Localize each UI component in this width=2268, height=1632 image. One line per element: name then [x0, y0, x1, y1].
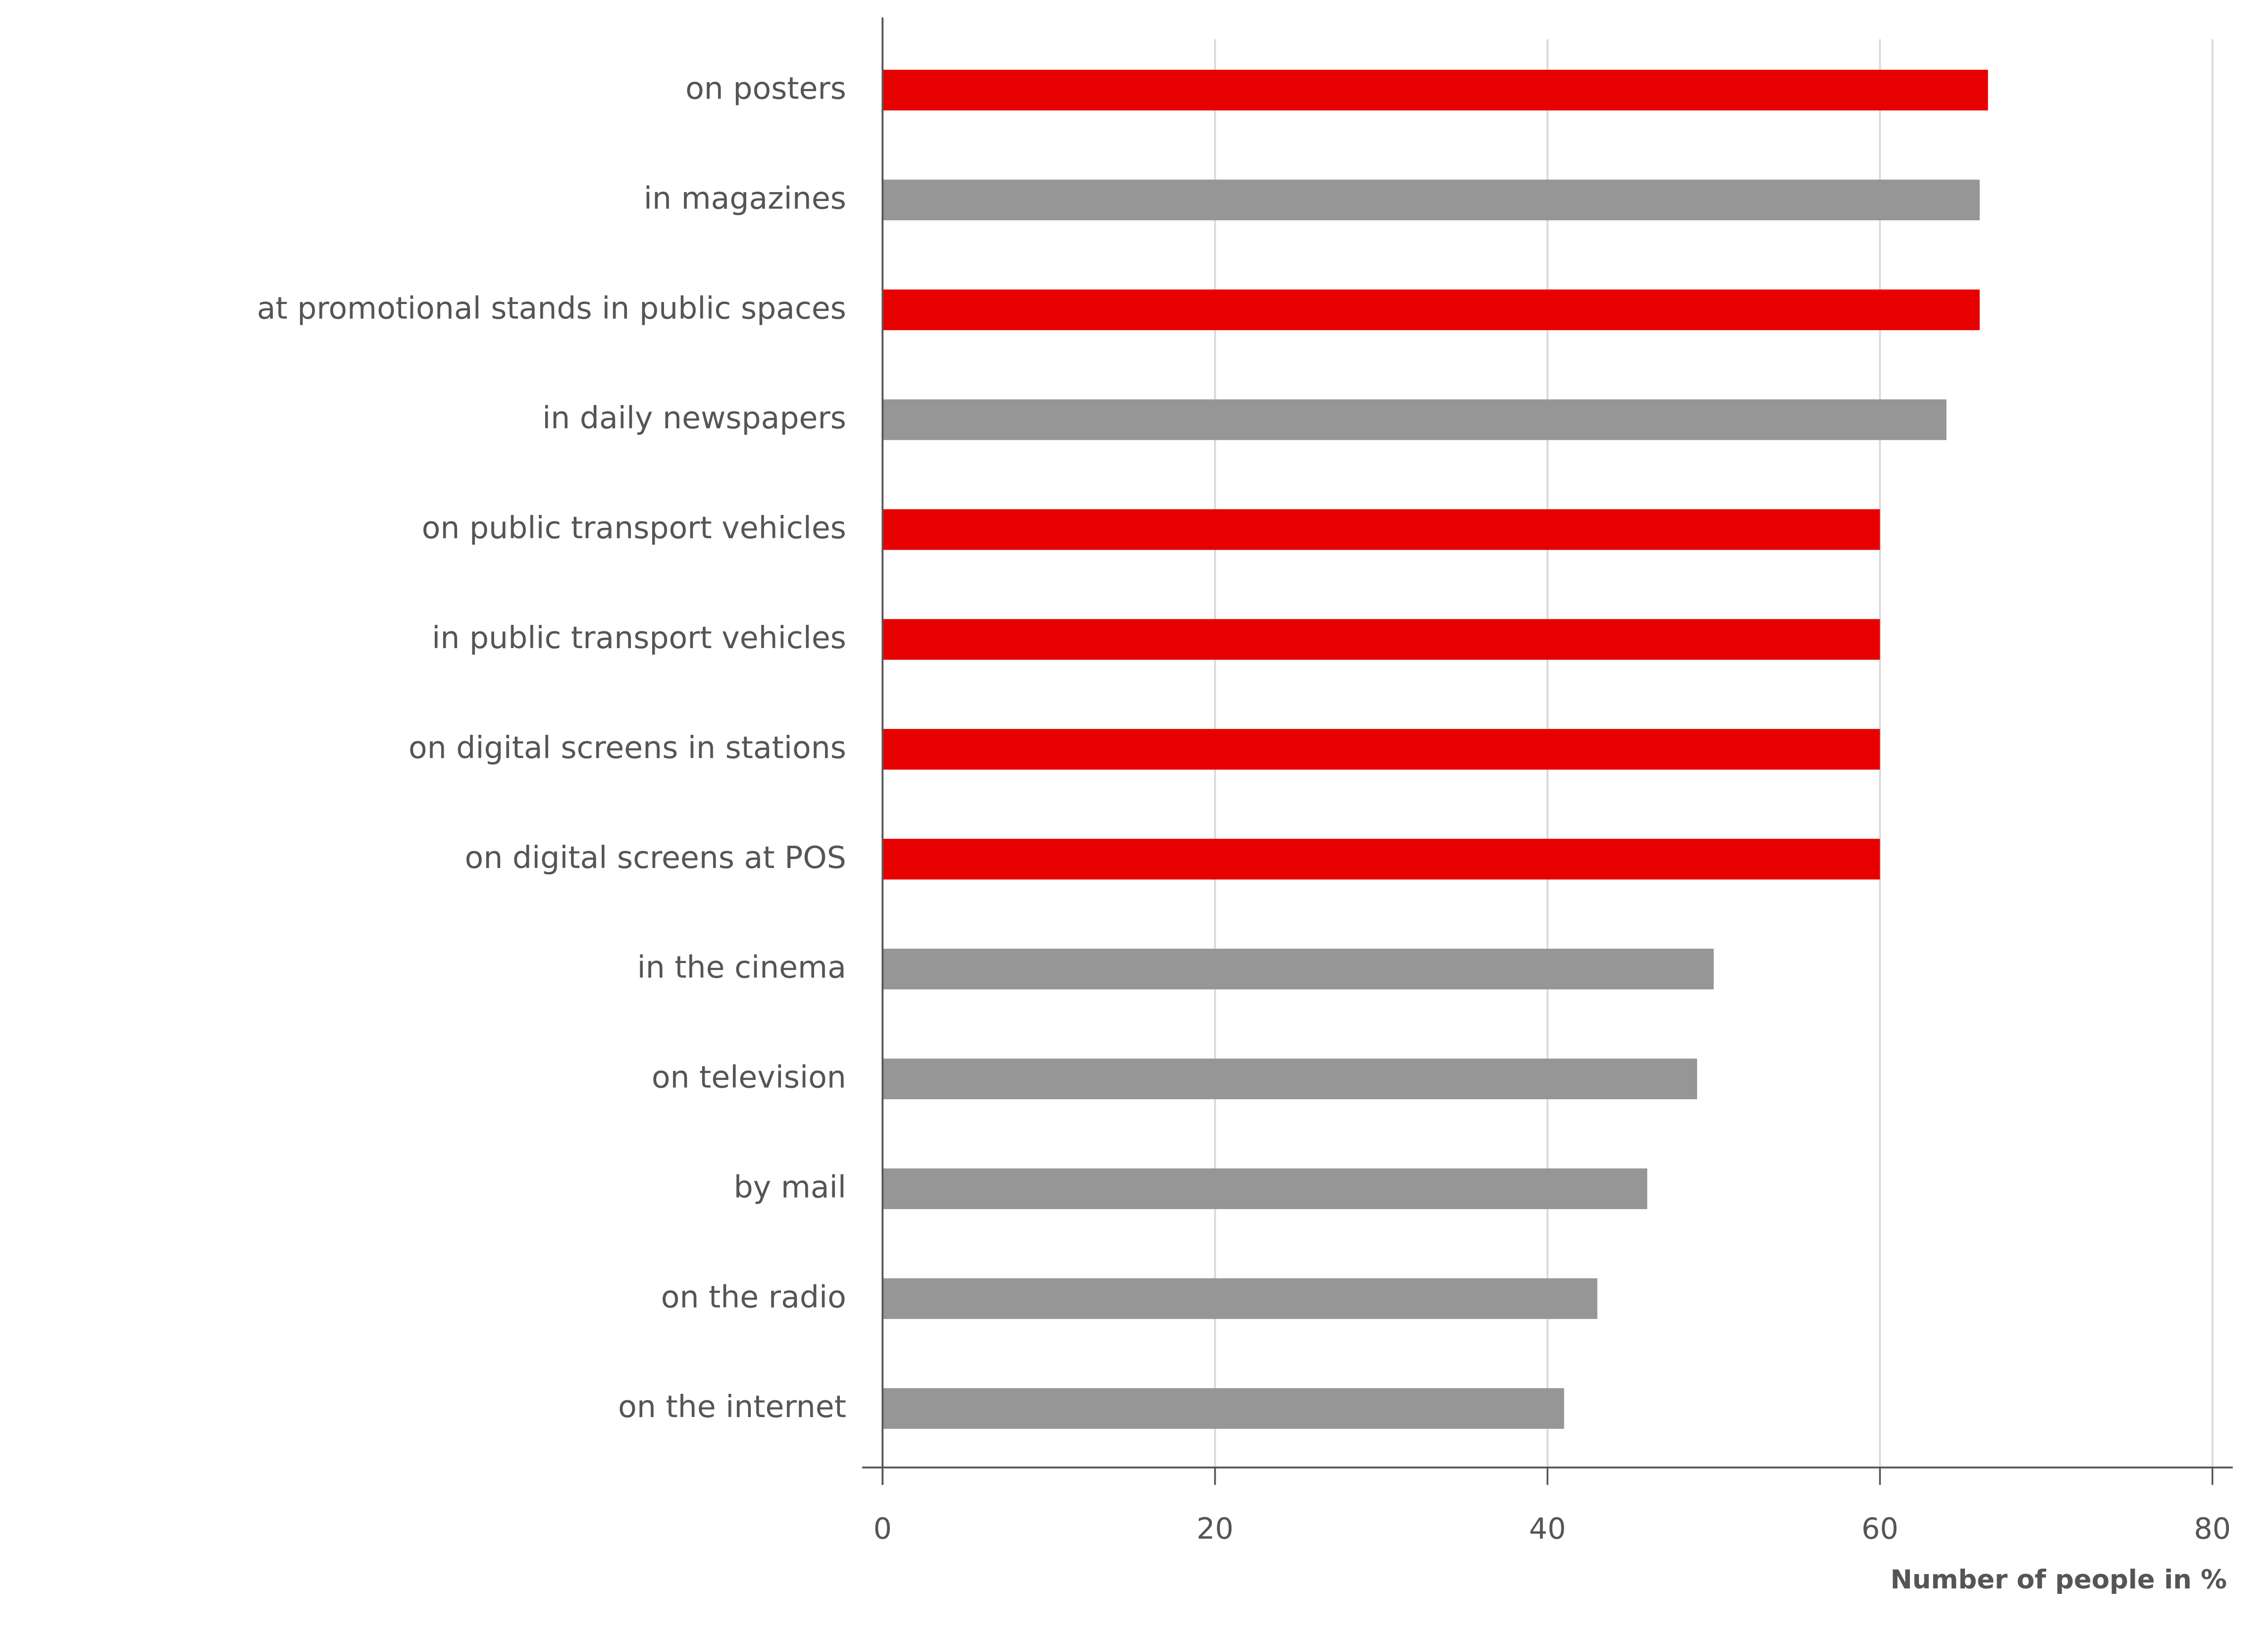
category-label: on digital screens in stations: [409, 730, 846, 765]
category-label: on digital screens at POS: [465, 840, 846, 875]
bar: [882, 179, 1980, 220]
bar: [882, 1168, 1648, 1209]
bars: [882, 69, 1988, 1429]
category-label: at promotional stands in public spaces: [257, 290, 846, 326]
bar: [882, 948, 1714, 990]
x-axis-label: Number of people in %: [1891, 1565, 2227, 1595]
bar: [882, 839, 1880, 880]
axes: [862, 17, 2233, 1485]
category-label: in the cinema: [637, 950, 846, 985]
category-label: in daily newspapers: [542, 400, 846, 436]
x-tick-labels: 0 20 40 60 80: [874, 1512, 2231, 1546]
bar: [882, 1388, 1564, 1429]
bar: [882, 1058, 1698, 1100]
category-label: in public transport vehicles: [432, 620, 846, 656]
category-label: by mail: [734, 1169, 846, 1205]
bar: [882, 619, 1880, 660]
category-label: in magazines: [644, 180, 846, 216]
bar: [882, 509, 1880, 550]
category-label: on television: [652, 1060, 846, 1095]
x-tick-label: 40: [1529, 1512, 1566, 1546]
category-label: on public transport vehicles: [422, 510, 846, 546]
x-tick-label: 60: [1861, 1512, 1899, 1546]
bar: [882, 729, 1880, 770]
bar: [882, 1278, 1598, 1319]
category-labels: on posters in magazines at promotional sta…: [257, 71, 846, 1425]
x-tick-label: 0: [874, 1512, 892, 1546]
bar: [882, 289, 1980, 330]
x-tick-label: 80: [2194, 1512, 2231, 1546]
category-label: on the internet: [618, 1389, 846, 1425]
bar: [882, 69, 1988, 111]
category-label: on the radio: [661, 1279, 846, 1315]
category-label: on posters: [685, 71, 846, 106]
bar: [882, 399, 1947, 440]
x-tick-label: 20: [1196, 1512, 1234, 1546]
